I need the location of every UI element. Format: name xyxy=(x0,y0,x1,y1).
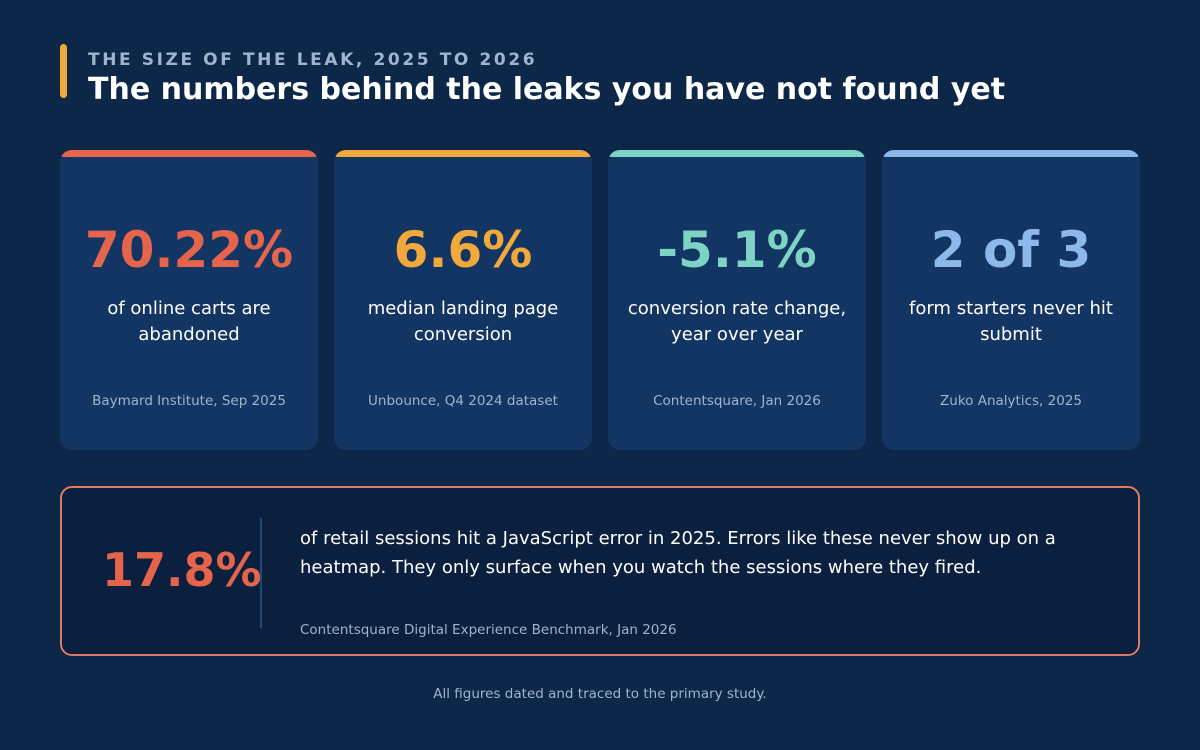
card-description: conversion rate change, year over year xyxy=(627,298,847,345)
stat-card-conversion-change: -5.1% conversion rate change, year over … xyxy=(608,150,866,450)
callout-source: Contentsquare Digital Experience Benchma… xyxy=(300,622,677,638)
footer-note: All figures dated and traced to the prim… xyxy=(433,686,767,702)
card-description: of online carts are abandoned xyxy=(107,298,271,345)
card-accent-bar xyxy=(882,150,1140,157)
card-stat: 70.22% xyxy=(84,221,294,279)
card-accent-bar xyxy=(334,150,592,157)
stat-card-landing-conversion: 6.6% median landing page conversion Unbo… xyxy=(334,150,592,450)
card-source: Baymard Institute, Sep 2025 xyxy=(92,393,286,409)
card-source: Unbounce, Q4 2024 dataset xyxy=(368,393,558,409)
eyebrow-label: THE SIZE OF THE LEAK, 2025 TO 2026 xyxy=(88,50,538,70)
callout-text: of retail sessions hit a JavaScript erro… xyxy=(300,528,1056,578)
callout-divider xyxy=(260,518,262,628)
card-stat: -5.1% xyxy=(657,221,817,279)
stat-cards: 70.22% of online carts are abandoned Bay… xyxy=(60,150,1140,450)
card-accent-bar xyxy=(60,150,318,157)
card-accent-bar xyxy=(608,150,866,157)
callout-stat: 17.8% xyxy=(102,543,262,597)
page-title: The numbers behind the leaks you have no… xyxy=(88,72,1006,107)
stat-card-form-abandonment: 2 of 3 form starters never hit submit Zu… xyxy=(882,150,1140,450)
page-header: THE SIZE OF THE LEAK, 2025 TO 2026 The n… xyxy=(60,44,1140,107)
card-description: median landing page conversion xyxy=(367,298,559,345)
javascript-error-callout: 17.8% of retail sessions hit a JavaScrip… xyxy=(60,486,1140,656)
card-source: Contentsquare, Jan 2026 xyxy=(653,393,821,409)
card-description: form starters never hit submit xyxy=(909,298,1113,345)
card-source: Zuko Analytics, 2025 xyxy=(940,393,1082,409)
card-stat: 6.6% xyxy=(393,221,533,279)
card-stat: 2 of 3 xyxy=(930,221,1092,279)
stat-card-cart-abandonment: 70.22% of online carts are abandoned Bay… xyxy=(60,150,318,450)
header-accent-bar xyxy=(60,44,67,98)
